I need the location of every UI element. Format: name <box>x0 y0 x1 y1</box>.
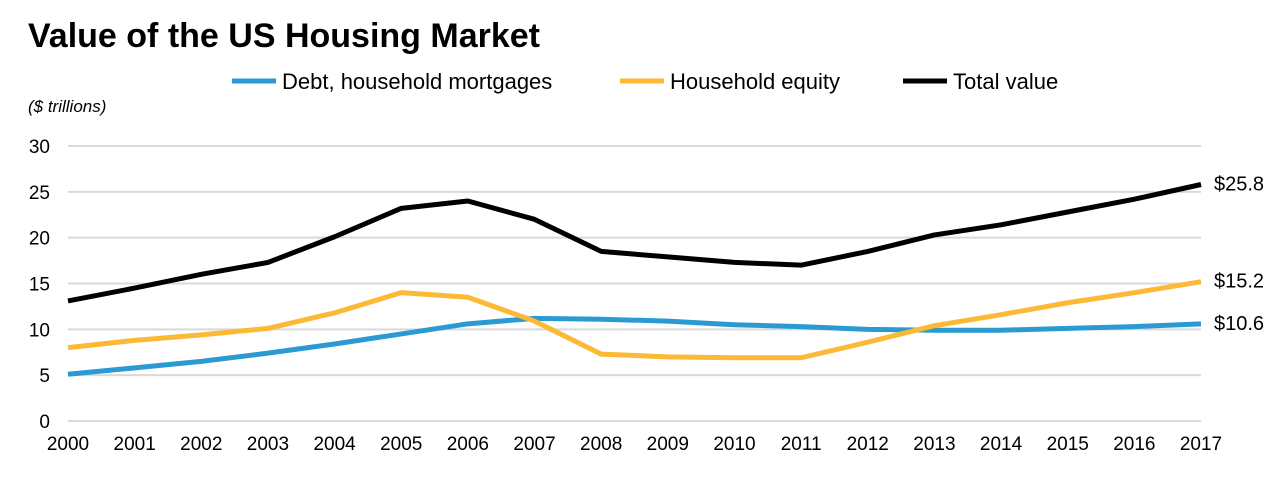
x-tick-label: 2006 <box>447 434 489 455</box>
x-tick-label: 2004 <box>313 434 356 455</box>
y-tick-label: 20 <box>29 229 50 250</box>
x-tick-label: 2012 <box>847 434 889 455</box>
x-tick-label: 2001 <box>114 434 156 455</box>
y-tick-label: 10 <box>29 320 50 341</box>
x-tick-label: 2014 <box>980 434 1023 455</box>
x-tick-label: 2005 <box>380 434 422 455</box>
x-tick-label: 2002 <box>180 434 222 455</box>
legend: Debt, household mortgages Household equit… <box>232 69 1058 94</box>
x-tick-label: 2016 <box>1113 434 1155 455</box>
x-tick-label: 2011 <box>781 434 822 455</box>
chart-title: Value of the US Housing Market <box>28 17 540 55</box>
x-tick-label: 2010 <box>713 434 755 455</box>
y-tick-label: 25 <box>29 183 50 204</box>
legend-label: Debt, household mortgages <box>282 69 552 94</box>
y-tick-label: 0 <box>39 412 50 433</box>
series-line <box>67 182 1202 304</box>
y-axis-label: ($ trillions) <box>28 97 106 116</box>
series-line <box>67 315 1202 377</box>
x-tick-label: 2013 <box>913 434 955 455</box>
x-tick-label: 2015 <box>1047 434 1089 455</box>
x-tick-label: 2008 <box>580 434 622 455</box>
end-value-label: $10.6 <box>1214 313 1264 335</box>
x-tick-label: 2017 <box>1180 434 1222 455</box>
y-tick-label: 15 <box>29 275 50 296</box>
legend-label: Total value <box>953 69 1058 94</box>
y-tick-label: 5 <box>39 366 50 387</box>
end-value-label: $25.8 <box>1214 174 1264 196</box>
legend-label: Household equity <box>670 69 840 94</box>
series-line <box>67 279 1202 361</box>
end-value-label: $15.2 <box>1214 271 1264 293</box>
x-tick-label: 2003 <box>247 434 289 455</box>
x-tick-label: 2009 <box>647 434 689 455</box>
y-tick-label: 30 <box>29 137 50 158</box>
x-tick-label: 2000 <box>47 434 89 455</box>
x-tick-label: 2007 <box>513 434 555 455</box>
